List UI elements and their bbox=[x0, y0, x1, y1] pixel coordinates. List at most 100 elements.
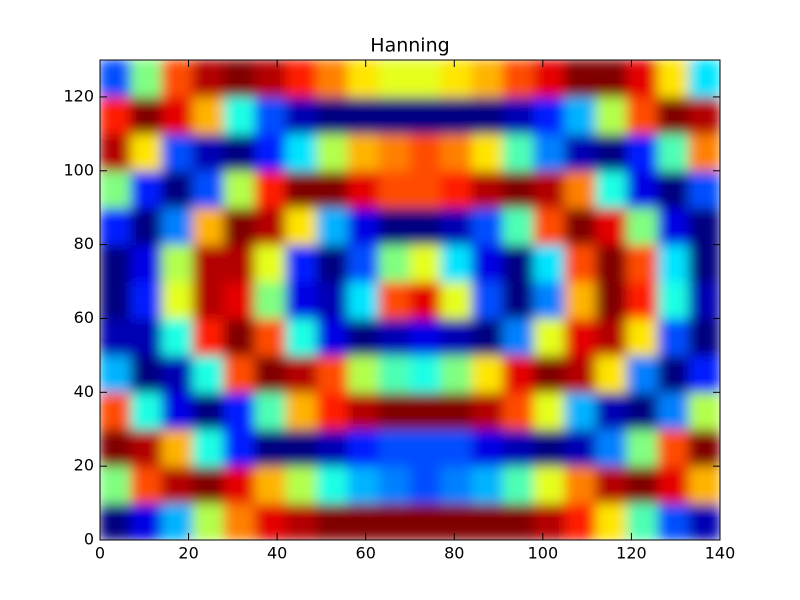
heatmap-cell bbox=[285, 465, 318, 504]
heatmap-cell bbox=[595, 317, 628, 356]
heatmap-cell bbox=[378, 170, 411, 209]
heatmap-cell bbox=[192, 354, 225, 393]
heatmap-cell bbox=[595, 502, 628, 540]
heatmap-cell bbox=[626, 207, 659, 246]
heatmap-cell bbox=[688, 96, 720, 135]
heatmap-cell bbox=[409, 170, 442, 209]
heatmap-cells bbox=[100, 60, 720, 540]
heatmap bbox=[100, 60, 720, 540]
heatmap-cell bbox=[378, 317, 411, 356]
y-tick-label: 80 bbox=[74, 234, 94, 253]
x-tick-label: 140 bbox=[705, 544, 736, 563]
heatmap-cell bbox=[316, 244, 349, 283]
heatmap-cell bbox=[657, 133, 690, 172]
heatmap-cell bbox=[440, 60, 473, 98]
heatmap-cell bbox=[192, 317, 225, 356]
heatmap-cell bbox=[378, 281, 411, 319]
heatmap-cell bbox=[130, 60, 163, 98]
heatmap-cell bbox=[254, 244, 287, 283]
heatmap-cell bbox=[471, 207, 504, 246]
heatmap-cell bbox=[161, 317, 194, 356]
heatmap-cell bbox=[533, 281, 566, 319]
heatmap-cell bbox=[316, 60, 349, 98]
heatmap-cell bbox=[409, 391, 442, 430]
heatmap-cell bbox=[100, 354, 132, 393]
heatmap-cell bbox=[533, 391, 566, 430]
heatmap-cell bbox=[254, 502, 287, 540]
heatmap-cell bbox=[347, 170, 380, 209]
heatmap-cell bbox=[409, 428, 442, 467]
heatmap-cell bbox=[502, 354, 535, 393]
y-tick-label: 120 bbox=[63, 86, 94, 105]
heatmap-cell bbox=[223, 133, 256, 172]
heatmap-cell bbox=[564, 281, 597, 319]
heatmap-cell bbox=[595, 96, 628, 135]
heatmap-cell bbox=[409, 96, 442, 135]
heatmap-cell bbox=[533, 428, 566, 467]
heatmap-cell bbox=[223, 96, 256, 135]
heatmap-cell bbox=[409, 502, 442, 540]
heatmap-cell bbox=[285, 60, 318, 98]
heatmap-cell bbox=[316, 465, 349, 504]
heatmap-cell bbox=[626, 354, 659, 393]
heatmap-cell bbox=[657, 502, 690, 540]
heatmap-cell bbox=[347, 133, 380, 172]
y-tick-label: 100 bbox=[63, 160, 94, 179]
heatmap-cell bbox=[626, 244, 659, 283]
heatmap-cell bbox=[471, 244, 504, 283]
heatmap-cell bbox=[316, 170, 349, 209]
heatmap-cell bbox=[471, 281, 504, 319]
heatmap-cell bbox=[564, 244, 597, 283]
heatmap-cell bbox=[626, 391, 659, 430]
heatmap-cell bbox=[440, 317, 473, 356]
y-tick-label: 40 bbox=[74, 382, 94, 401]
heatmap-cell bbox=[192, 391, 225, 430]
heatmap-cell bbox=[161, 133, 194, 172]
heatmap-cell bbox=[564, 502, 597, 540]
heatmap-cell bbox=[378, 465, 411, 504]
heatmap-cell bbox=[626, 428, 659, 467]
heatmap-cell bbox=[409, 354, 442, 393]
heatmap-cell bbox=[347, 60, 380, 98]
heatmap-cell bbox=[161, 244, 194, 283]
heatmap-cell bbox=[502, 465, 535, 504]
heatmap-cell bbox=[533, 207, 566, 246]
heatmap-cell bbox=[223, 207, 256, 246]
heatmap-cell bbox=[316, 317, 349, 356]
chart-title: Hanning bbox=[370, 35, 449, 57]
heatmap-cell bbox=[285, 502, 318, 540]
heatmap-cell bbox=[130, 502, 163, 540]
heatmap-cell bbox=[626, 465, 659, 504]
heatmap-cell bbox=[223, 465, 256, 504]
heatmap-cell bbox=[502, 502, 535, 540]
heatmap-cell bbox=[688, 317, 720, 356]
heatmap-cell bbox=[595, 60, 628, 98]
heatmap-cell bbox=[440, 207, 473, 246]
heatmap-cell bbox=[100, 170, 132, 209]
heatmap-cell bbox=[254, 60, 287, 98]
heatmap-cell bbox=[192, 465, 225, 504]
heatmap-cell bbox=[564, 207, 597, 246]
x-tick-label: 40 bbox=[267, 544, 287, 563]
heatmap-cell bbox=[595, 133, 628, 172]
heatmap-cell bbox=[254, 170, 287, 209]
heatmap-cell bbox=[130, 317, 163, 356]
plot-frame bbox=[99, 59, 721, 541]
heatmap-cell bbox=[533, 133, 566, 172]
y-tick-label: 0 bbox=[84, 530, 94, 549]
heatmap-cell bbox=[100, 207, 132, 246]
heatmap-cell bbox=[316, 133, 349, 172]
heatmap-cell bbox=[316, 207, 349, 246]
heatmap-cell bbox=[130, 354, 163, 393]
x-tick-label: 100 bbox=[528, 544, 559, 563]
heatmap-cell bbox=[688, 60, 720, 98]
heatmap-cell bbox=[440, 428, 473, 467]
heatmap-cell bbox=[192, 281, 225, 319]
heatmap-cell bbox=[533, 317, 566, 356]
heatmap-cell bbox=[285, 96, 318, 135]
heatmap-cell bbox=[347, 207, 380, 246]
heatmap-cell bbox=[378, 133, 411, 172]
heatmap-cell bbox=[471, 465, 504, 504]
heatmap-cell bbox=[657, 60, 690, 98]
heatmap-cell bbox=[223, 244, 256, 283]
